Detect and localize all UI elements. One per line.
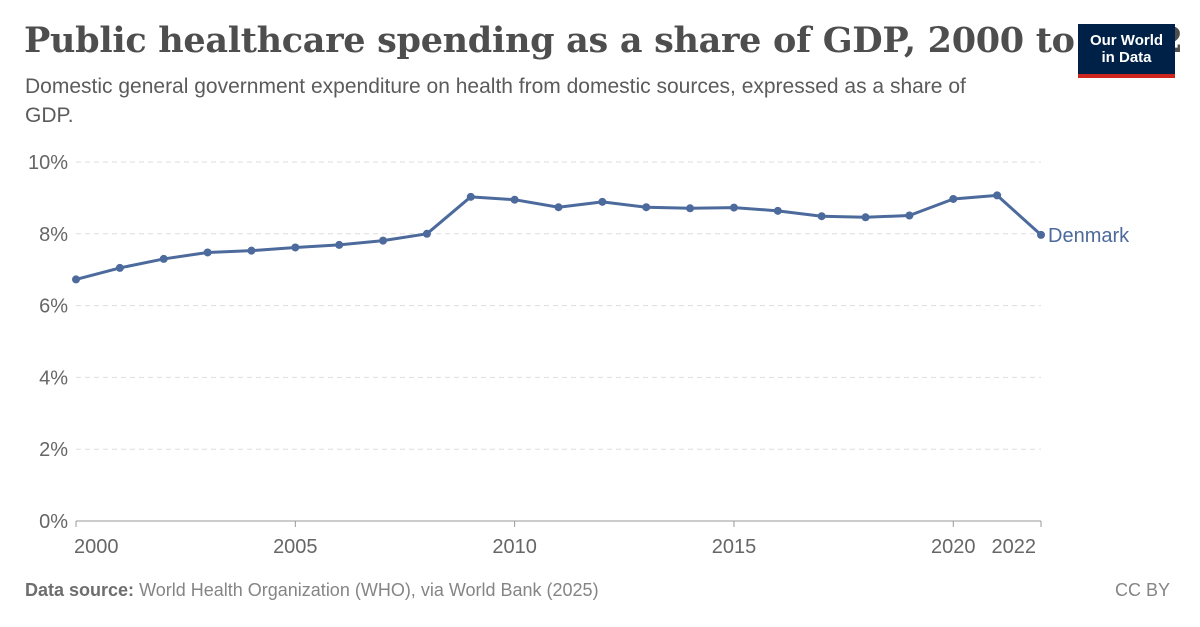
- data-source-label: Data source:: [25, 580, 135, 600]
- y-tick-label: 6%: [39, 296, 68, 318]
- data-point: [203, 248, 212, 257]
- data-point: [686, 204, 695, 213]
- license-link[interactable]: CC BY: [1114, 580, 1170, 600]
- series-label-denmark[interactable]: Denmark: [1048, 225, 1130, 247]
- data-point: [115, 263, 124, 272]
- data-source: Data source: World Health Organization (…: [25, 580, 599, 601]
- x-tick-label: 2020: [931, 536, 976, 558]
- data-point: [72, 275, 80, 284]
- data-point: [510, 195, 519, 204]
- data-point: [554, 203, 563, 212]
- logo-line-2: in Data: [1101, 49, 1152, 66]
- data-point: [905, 211, 914, 220]
- data-point: [422, 229, 431, 238]
- y-tick-label: 4%: [39, 367, 68, 389]
- data-point: [598, 197, 607, 206]
- y-tick-label: 0%: [39, 511, 68, 533]
- y-tick-label: 2%: [39, 439, 68, 461]
- data-point: [291, 243, 300, 252]
- data-point: [861, 213, 870, 222]
- owid-logo[interactable]: Our World in Data: [1078, 24, 1175, 78]
- logo-line-1: Our World: [1089, 32, 1164, 49]
- data-point: [773, 206, 782, 215]
- data-point: [159, 254, 168, 263]
- data-point: [379, 236, 388, 245]
- chart-title: Public healthcare spending as a share of…: [24, 20, 1183, 61]
- data-point: [335, 240, 344, 249]
- x-tick-label: 2005: [273, 536, 318, 558]
- data-point: [466, 192, 475, 201]
- x-tick-label: 2010: [492, 536, 537, 558]
- x-tick-label: 2015: [712, 536, 757, 558]
- data-point: [642, 203, 651, 212]
- data-point: [949, 194, 958, 203]
- data-source-text[interactable]: World Health Organization (WHO), via Wor…: [139, 580, 599, 600]
- data-point: [1037, 230, 1045, 239]
- y-tick-label: 8%: [39, 224, 68, 246]
- data-point: [247, 246, 256, 255]
- y-tick-label: 10%: [28, 152, 68, 174]
- x-tick-label: 2022: [992, 536, 1037, 558]
- data-point: [729, 203, 738, 212]
- x-tick-label: 2000: [74, 536, 119, 558]
- data-point: [817, 212, 826, 221]
- data-point: [993, 191, 1002, 200]
- chart-subtitle: Domestic general government expenditure …: [25, 75, 966, 127]
